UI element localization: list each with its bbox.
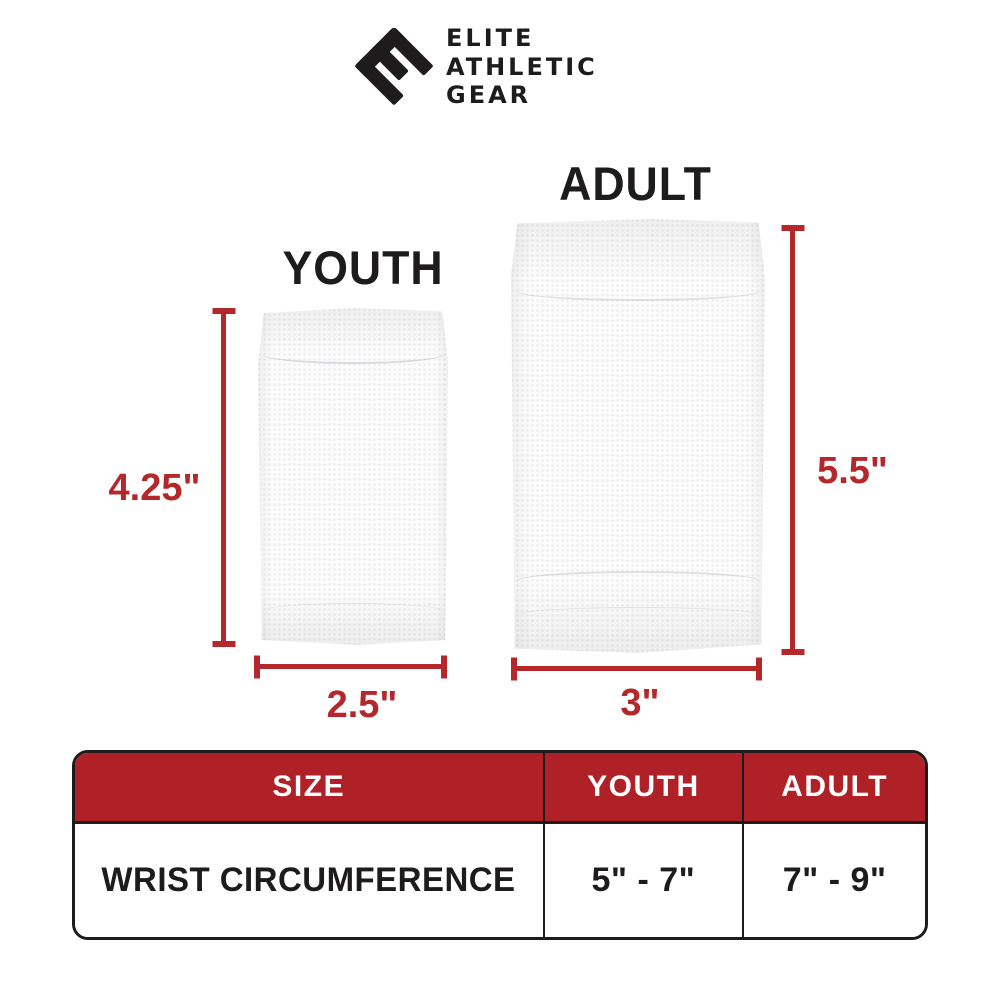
size-table-adult-value: 7" - 9" bbox=[742, 824, 925, 937]
adult-hem-seam-1 bbox=[516, 571, 760, 597]
youth-hem-seam bbox=[261, 603, 445, 629]
brand-logo: ELITE ATHLETIC GEAR bbox=[352, 22, 598, 110]
youth-height-label: 4.25" bbox=[108, 467, 201, 509]
youth-width-label: 2.5" bbox=[326, 684, 398, 726]
brand-wordmark: ELITE ATHLETIC GEAR bbox=[446, 22, 598, 110]
brand-line-1: ELITE bbox=[446, 24, 535, 52]
elite-e-icon bbox=[352, 22, 436, 110]
brand-line-3: GEAR bbox=[446, 81, 532, 109]
size-table-header-adult: ADULT bbox=[742, 753, 925, 824]
adult-width-label: 3" bbox=[620, 682, 660, 724]
rotated-e-glyph bbox=[354, 26, 434, 106]
adult-height-label: 5.5" bbox=[817, 450, 888, 492]
brand-line-2: ATHLETIC bbox=[446, 52, 598, 81]
size-table-header-youth: YOUTH bbox=[542, 753, 743, 824]
youth-wristband-image bbox=[258, 308, 448, 645]
size-table: SIZE YOUTH ADULT WRIST CIRCUMFERENCE 5" … bbox=[72, 750, 928, 940]
adult-height-dimension-line bbox=[790, 228, 795, 652]
size-table-youth-value: 5" - 7" bbox=[542, 824, 743, 937]
size-table-row-label: WRIST CIRCUMFERENCE bbox=[101, 861, 516, 899]
youth-width-dimension-line bbox=[257, 664, 444, 669]
youth-cuff-seam bbox=[261, 338, 445, 364]
youth-caption: YOUTH bbox=[282, 241, 444, 294]
adult-wristband-image bbox=[511, 219, 765, 653]
adult-cuff-seam bbox=[516, 275, 760, 301]
adult-caption: ADULT bbox=[559, 157, 712, 210]
adult-hem-seam-2 bbox=[516, 607, 760, 633]
youth-height-dimension-line bbox=[221, 311, 226, 644]
size-table-header-size: SIZE bbox=[75, 753, 543, 824]
adult-width-dimension-line bbox=[514, 666, 759, 671]
